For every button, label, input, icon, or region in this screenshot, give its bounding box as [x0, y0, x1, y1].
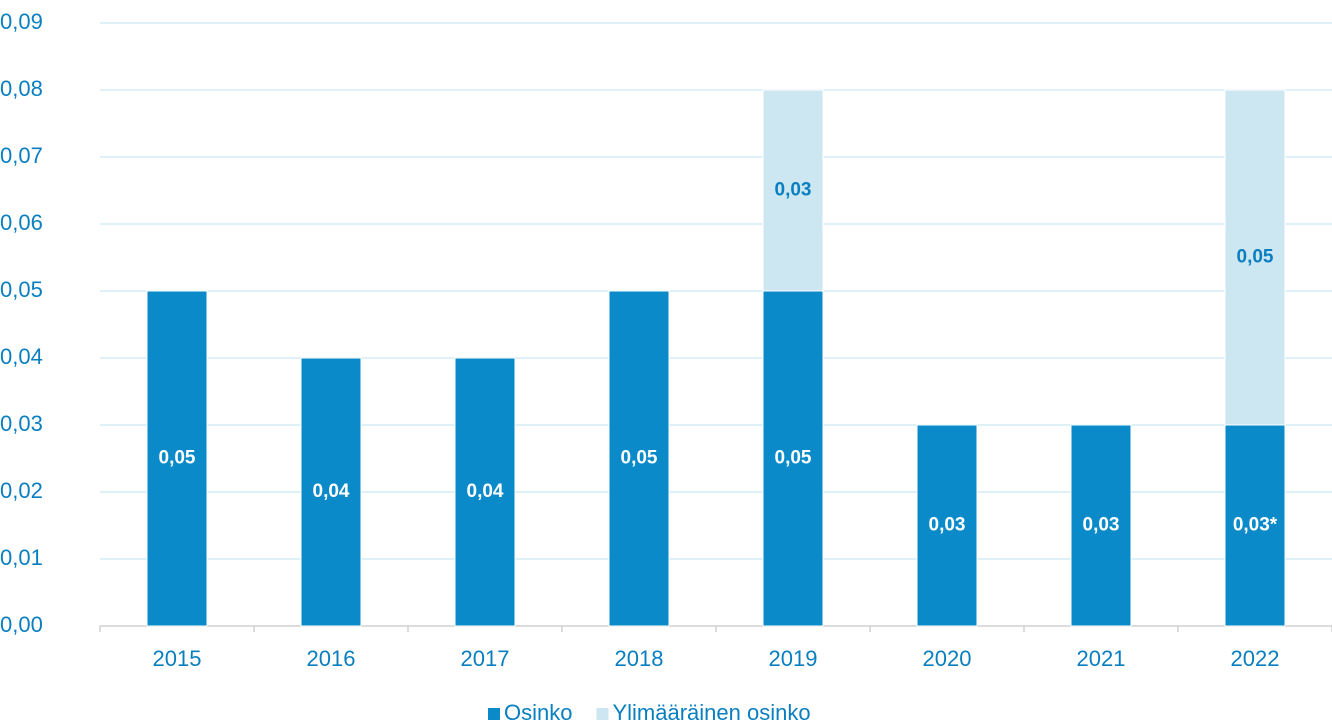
bar-segment [1224, 89, 1286, 426]
x-tick-label: 2015 [153, 646, 202, 671]
x-tick-label: 2021 [1077, 646, 1126, 671]
bar-segment [300, 357, 362, 627]
legend-swatch [596, 708, 609, 720]
x-tick-label: 2016 [307, 646, 356, 671]
value-label: 0,04 [313, 481, 350, 502]
value-label: 0,05 [621, 448, 658, 469]
x-tick-label: 2022 [1231, 646, 1280, 671]
value-label: 0,05 [775, 448, 812, 469]
x-tick-label: 2018 [615, 646, 664, 671]
y-tick-label: 0,07 [0, 143, 43, 168]
y-tick-label: 0,00 [0, 612, 43, 637]
value-label: 0,03* [1233, 515, 1278, 536]
legend-swatch [488, 708, 500, 720]
y-tick-label: 0,03 [0, 411, 43, 436]
value-label: 0,03 [775, 180, 812, 201]
y-tick-label: 0,05 [0, 277, 43, 302]
x-tick-label: 2019 [769, 646, 818, 671]
value-label: 0,05 [1237, 247, 1274, 268]
legend-label: Ylimääräinen osinko [612, 700, 810, 725]
y-tick-label: 0,02 [0, 478, 43, 503]
bar-segment [608, 290, 670, 627]
y-tick-label: 0,04 [0, 344, 43, 369]
bar-segment [1070, 424, 1132, 627]
x-tick-label: 2017 [461, 646, 510, 671]
value-label: 0,03 [929, 515, 966, 536]
bar-segment [762, 290, 824, 627]
value-label: 0,04 [467, 481, 504, 502]
y-tick-label: 0,09 [0, 9, 43, 34]
bar-segment [454, 357, 516, 627]
value-label: 0,05 [159, 448, 196, 469]
bar-segment [916, 424, 978, 627]
y-tick-label: 0,08 [0, 76, 43, 101]
bar-segment [146, 290, 208, 627]
x-tick-label: 2020 [923, 646, 972, 671]
legend-label: Osinko [504, 700, 572, 725]
y-tick-label: 0,01 [0, 545, 43, 570]
bar-segment [762, 89, 824, 292]
value-label: 0,03 [1083, 515, 1120, 536]
bar-segment [1224, 424, 1286, 627]
y-tick-label: 0,06 [0, 210, 43, 235]
